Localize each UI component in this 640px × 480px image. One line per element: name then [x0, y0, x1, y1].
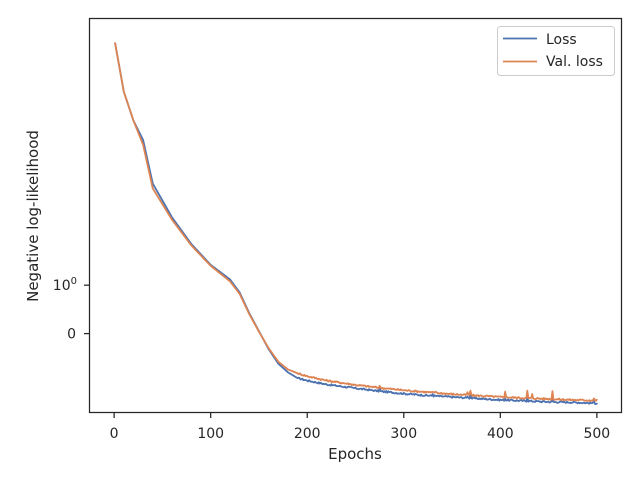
- y-tick-label: 0: [67, 327, 76, 343]
- y-tick-label: 100: [53, 276, 77, 294]
- y-axis-label: Negative log-likelihood: [24, 130, 42, 302]
- legend-label-loss: Loss: [546, 32, 577, 48]
- x-tick-label: 100: [197, 426, 224, 442]
- plot-frame: [88, 17, 623, 414]
- series-line-loss: [114, 42, 598, 405]
- y-ticks: 100 0: [53, 276, 90, 343]
- x-axis-label: Epochs: [328, 445, 382, 463]
- legend: Loss Val. loss: [497, 26, 615, 76]
- x-ticks: 0 100 200 300 400 500: [110, 412, 610, 442]
- legend-label-val-loss: Val. loss: [546, 54, 603, 70]
- series-line-val-loss: [114, 42, 598, 402]
- x-tick-label: 0: [110, 426, 119, 442]
- x-tick-label: 300: [390, 426, 417, 442]
- lines-layer: [114, 42, 598, 405]
- x-tick-label: 500: [583, 426, 610, 442]
- x-tick-label: 400: [487, 426, 514, 442]
- x-tick-label: 200: [294, 426, 321, 442]
